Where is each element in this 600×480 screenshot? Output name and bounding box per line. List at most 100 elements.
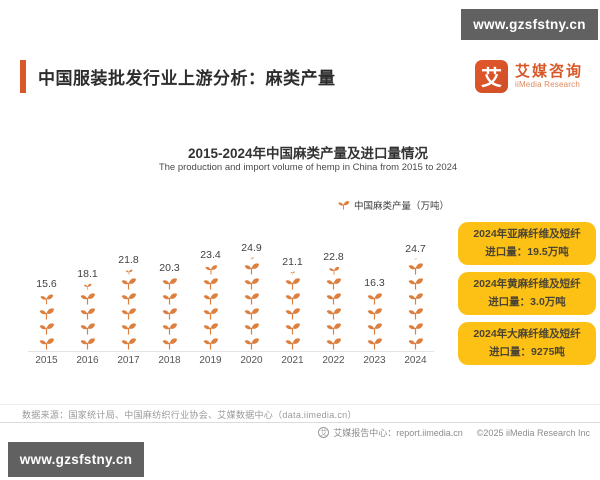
sprout-icon <box>121 322 137 335</box>
iimedia-logo-icon: 艾 <box>474 60 508 93</box>
sprout-icon <box>244 262 260 275</box>
callout-line1: 2024年亚麻纤维及短纤 <box>473 228 581 241</box>
watermark-top: www.gzsfstny.cn <box>461 9 598 40</box>
value-label: 20.3 <box>159 262 180 274</box>
sprout-icon <box>326 307 342 320</box>
bar-column-2015: 15.6 <box>28 278 65 351</box>
sprout-icon <box>285 292 301 305</box>
bar-column-2023: 16.3 <box>356 277 393 351</box>
sprout-icon <box>203 277 219 290</box>
value-label: 21.8 <box>118 254 139 266</box>
sprout-icon <box>244 322 260 335</box>
sprout-icon <box>290 271 295 275</box>
value-label: 18.1 <box>77 268 98 280</box>
copyright-text: ©2025 iiMedia Research Inc <box>476 427 590 438</box>
sprout-icon <box>244 292 260 305</box>
sprout-icon <box>408 337 424 350</box>
page-title: 中国服装批发行业上游分析：麻类产量 <box>38 69 336 88</box>
callout-line1: 2024年黄麻纤维及短纤 <box>473 278 581 291</box>
footer-divider-top <box>0 404 600 405</box>
sprout-icon <box>162 277 178 290</box>
report-center-text: 艾媒报告中心：report.iimedia.cn <box>333 428 463 438</box>
legend-label: 中国麻类产量（万吨） <box>354 201 450 212</box>
callout-line1: 2024年大麻纤维及短纤 <box>473 328 581 341</box>
watermark-text: www.gzsfstny.cn <box>473 17 586 32</box>
iimedia-logo: 艾 艾媒咨询 iiMedia Research <box>474 60 583 93</box>
x-tick-2021: 2021 <box>281 355 304 366</box>
x-tick-2019: 2019 <box>199 355 222 366</box>
sprout-icon <box>367 322 383 335</box>
value-label: 24.9 <box>241 242 262 254</box>
sprout-icon <box>121 292 137 305</box>
sprout-icon <box>203 322 219 335</box>
sprout-icon <box>328 266 340 275</box>
sprout-icon <box>408 292 424 305</box>
logo-name-en: iiMedia Research <box>514 80 580 90</box>
sprout-icon <box>408 262 424 275</box>
sprout-icon <box>244 337 260 350</box>
x-axis-labels: 2015 2016 2017 2018 2019 2020 2021 2022 2023 2024 <box>28 355 434 366</box>
import-callout-3: 2024年大麻纤维及短纤 进口量：9275吨 <box>458 322 596 365</box>
callout-line2: 进口量：9275吨 <box>489 345 565 358</box>
sprout-icon <box>408 277 424 290</box>
watermark-bottom: www.gzsfstny.cn <box>8 442 144 477</box>
bar-column-2017: 21.8 <box>110 254 147 351</box>
sprout-icon <box>414 258 417 260</box>
sprout-icon <box>408 307 424 320</box>
sprout-icon <box>326 277 342 290</box>
sprout-icon <box>367 292 383 305</box>
iimedia-report-icon: 艾 <box>318 427 330 438</box>
x-tick-2015: 2015 <box>35 355 58 366</box>
footer-report-info: 艾 艾媒报告中心：report.iimedia.cn ©2025 iiMedia… <box>318 426 590 439</box>
x-tick-2024: 2024 <box>404 355 427 366</box>
sprout-icon <box>408 322 424 335</box>
value-label: 16.3 <box>364 277 385 289</box>
sprout-icon <box>203 292 219 305</box>
bar-column-2021: 21.1 <box>274 256 311 351</box>
sprout-icon <box>39 307 55 320</box>
logo-name-cn: 艾媒咨询 <box>514 62 583 80</box>
sprout-icon <box>39 293 54 305</box>
logo-text-block: 艾媒咨询 iiMedia Research <box>514 62 583 90</box>
sprout-icon <box>285 322 301 335</box>
sprout-icon <box>326 322 342 335</box>
sprout-icon <box>80 337 96 350</box>
callout-line2: 进口量：3.0万吨 <box>488 295 566 308</box>
sprout-icon <box>249 257 254 260</box>
chart-legend: 中国麻类产量（万吨） <box>337 198 449 212</box>
sprout-icon <box>326 337 342 350</box>
sprout-icon <box>326 292 342 305</box>
watermark-text: www.gzsfstny.cn <box>19 452 133 467</box>
value-label: 24.7 <box>405 243 426 255</box>
sprout-icon <box>162 292 178 305</box>
bar-column-2018: 20.3 <box>151 262 188 351</box>
sprout-icon <box>162 337 178 350</box>
x-tick-2020: 2020 <box>240 355 263 366</box>
title-accent-bar <box>20 60 26 93</box>
bar-column-2016: 18.1 <box>69 268 106 351</box>
sprout-icon <box>367 307 383 320</box>
sprout-icon <box>367 337 383 350</box>
sprout-icon <box>39 337 55 350</box>
sprout-icon <box>80 292 96 305</box>
sprout-icon <box>83 283 92 290</box>
pictogram-bar-chart: 15.6 18.1 21.8 20.3 23.4 24.9 21.1 22.8 16.3 24.7 <box>28 238 434 352</box>
sprout-icon <box>285 277 301 290</box>
x-tick-2022: 2022 <box>322 355 345 366</box>
x-tick-2017: 2017 <box>117 355 140 366</box>
bar-column-2020: 24.9 <box>233 242 270 351</box>
sprout-icon <box>162 307 178 320</box>
import-callouts: 2024年亚麻纤维及短纤 进口量：19.5万吨 2024年黄麻纤维及短纤 进口量：3.… <box>458 222 596 372</box>
sprout-icon <box>285 307 301 320</box>
sprout-icon <box>244 277 260 290</box>
value-label: 21.1 <box>282 256 303 268</box>
value-label: 22.8 <box>323 251 344 263</box>
sprout-icon <box>203 337 219 350</box>
x-tick-2023: 2023 <box>363 355 386 366</box>
callout-line2: 进口量：19.5万吨 <box>485 245 569 258</box>
bar-column-2019: 23.4 <box>192 249 229 351</box>
sprout-icon <box>121 277 137 290</box>
chart-subtitle: The production and import volume of hemp… <box>158 162 458 173</box>
value-label: 23.4 <box>200 249 221 261</box>
